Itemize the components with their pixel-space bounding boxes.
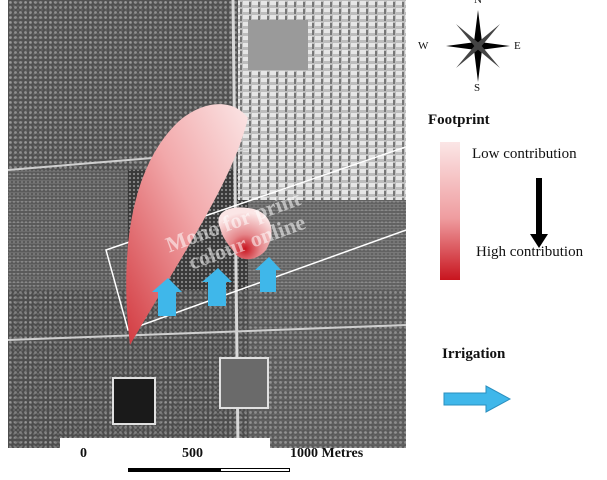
pond-grey: [219, 357, 269, 409]
irrigation-arrow-2: [202, 268, 232, 306]
scale-bar-segment-white: [220, 468, 290, 472]
scale-bar-white-box: [60, 438, 270, 466]
irrigation-arrow-icon: [443, 385, 512, 413]
satellite-map: Mono for print colour online: [8, 0, 406, 448]
study-area-outline: [105, 146, 406, 331]
scale-tick-0: 0: [80, 446, 87, 461]
scale-bar-segment-black: [128, 468, 220, 472]
orchard-area-south: [8, 290, 406, 448]
field-area-west: [8, 170, 128, 290]
compass-rose-icon: [446, 10, 510, 82]
footprint-plume-large: [126, 104, 248, 345]
scale-tick-500: 500: [182, 446, 203, 461]
legend-panel: N S W E Footprint Low contribution High …: [410, 0, 607, 480]
high-contribution-label: High contribution: [476, 244, 584, 260]
scale-tick-1000: 1000 Metres: [290, 446, 364, 461]
urban-area-east: [308, 120, 406, 200]
arrow-down-icon: [530, 178, 548, 248]
road-south: [8, 324, 406, 341]
low-contribution-label: Low contribution: [472, 146, 577, 162]
irrigation-arrow-3: [255, 257, 281, 292]
stadium-block: [248, 20, 308, 70]
compass-south-label: S: [474, 82, 481, 94]
irrigation-legend-title: Irrigation: [442, 346, 506, 362]
footprint-plume-small: [218, 207, 272, 260]
footprint-color-ramp: [440, 142, 460, 280]
compass-west-label: W: [418, 40, 429, 52]
compass-east-label: E: [514, 40, 521, 52]
pond-dark: [112, 377, 156, 425]
irrigation-arrow-1: [152, 278, 182, 316]
compass-north-label: N: [474, 0, 482, 6]
footprint-legend-title: Footprint: [428, 112, 490, 128]
